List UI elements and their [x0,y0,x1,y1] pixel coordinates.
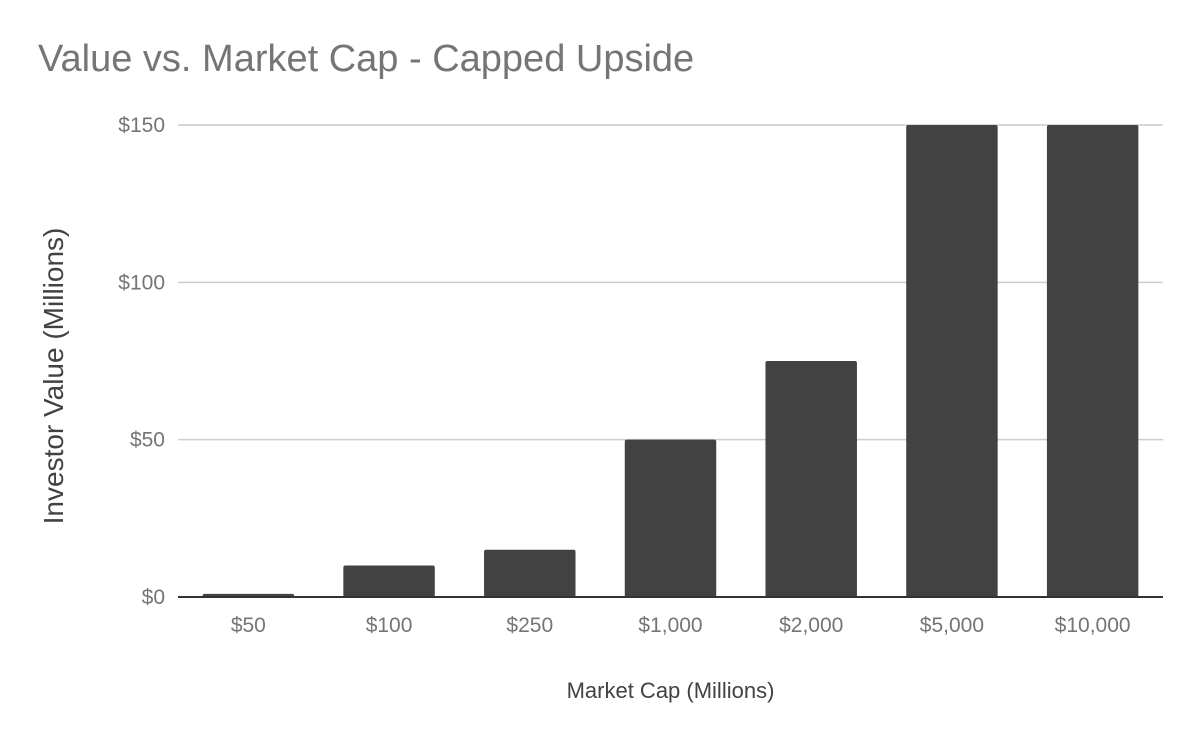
y-tick-label: $0 [142,586,165,609]
y-tick-label: $100 [118,271,165,294]
y-tick-label: $150 [118,114,165,137]
x-tick-label: $10,000 [1055,614,1131,637]
bar [343,565,435,597]
bar [484,549,576,597]
y-tick-label: $50 [130,429,165,452]
x-tick-label: $2,000 [779,614,843,637]
x-tick-label: $100 [366,614,413,637]
bar [1046,125,1139,597]
bar [624,439,717,597]
x-tick-label: $1,000 [638,614,702,637]
y-axis-title: Investor Value (Millions) [38,228,69,525]
bar [906,125,998,597]
chart-title: Value vs. Market Cap - Capped Upside [38,38,695,80]
x-axis-title: Market Cap (Millions) [567,678,775,703]
x-tick-label: $250 [506,614,553,637]
bar [765,361,857,597]
x-tick-label: $50 [231,614,266,637]
x-tick-label: $5,000 [920,614,984,637]
